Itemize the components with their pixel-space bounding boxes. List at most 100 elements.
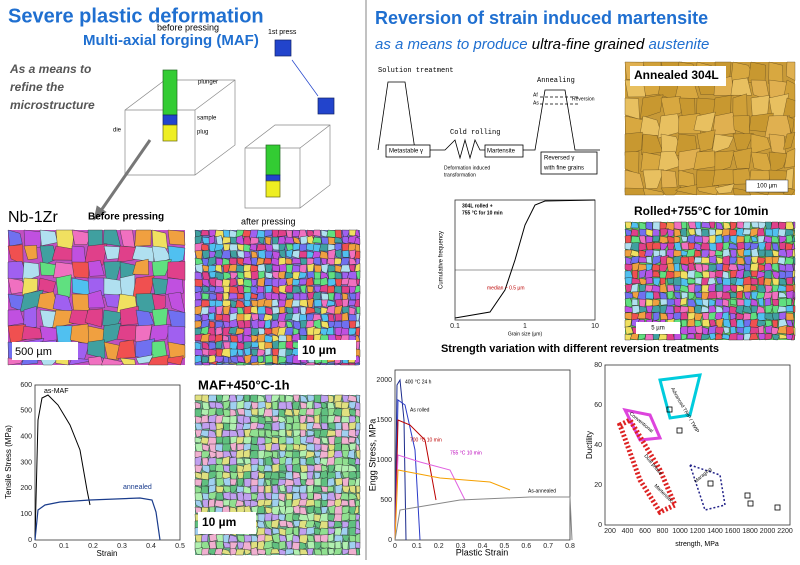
grain [354, 505, 359, 514]
grain [333, 415, 342, 423]
grain [291, 299, 301, 308]
grain [312, 485, 323, 494]
grain [228, 292, 238, 300]
section-title: Strength variation with different revers… [441, 343, 719, 355]
x-tick-label: 0.4 [478, 543, 488, 550]
grain [207, 457, 218, 466]
grain [271, 527, 280, 535]
grain [320, 229, 329, 238]
grain [229, 250, 238, 259]
grain [243, 499, 253, 509]
grain [708, 298, 716, 308]
grain [222, 436, 231, 445]
grain [750, 284, 757, 291]
curve-label: 400 °C 24 h [405, 379, 432, 385]
grain [166, 261, 186, 281]
grain [222, 534, 230, 544]
grain [714, 249, 724, 256]
grain [200, 306, 211, 316]
grain [222, 264, 231, 274]
grain [778, 235, 788, 244]
grain [764, 284, 773, 294]
grain [327, 541, 336, 550]
grain [341, 250, 350, 258]
grain [645, 277, 654, 285]
grain [194, 250, 203, 260]
grain [292, 548, 302, 556]
grain [679, 305, 689, 314]
grain [715, 326, 725, 336]
cumulative-chart: 0.1 1 10 [450, 323, 599, 330]
diagram-label: before pressing [157, 22, 219, 32]
grain [285, 292, 295, 300]
grain [694, 284, 702, 295]
grain [354, 250, 361, 260]
grain [215, 492, 225, 501]
grain [194, 455, 202, 467]
grain [264, 278, 274, 286]
plot-frame [34, 384, 181, 541]
grain [285, 401, 293, 410]
x-tick-label: 600 [639, 528, 651, 535]
sample-label: Nb-1Zr [8, 209, 58, 226]
grain [278, 306, 286, 314]
grain [680, 256, 690, 265]
grain [277, 229, 287, 237]
grain [306, 270, 316, 279]
grain [278, 548, 288, 556]
points [666, 406, 781, 511]
grain [786, 115, 795, 135]
grain [215, 428, 223, 439]
grain [236, 457, 245, 465]
grain [167, 229, 186, 246]
grain [285, 249, 294, 259]
grain [264, 415, 273, 422]
grain [757, 325, 765, 335]
grain [763, 291, 773, 300]
grain [743, 241, 753, 251]
x-tick-label: 0 [393, 543, 397, 550]
grain [714, 183, 735, 194]
grain [271, 292, 280, 301]
grain [228, 534, 238, 543]
plot-frame [454, 199, 596, 321]
grain [201, 422, 211, 430]
grain [242, 470, 251, 480]
grain [313, 306, 323, 314]
grain [194, 401, 201, 409]
grain [327, 394, 334, 404]
legend-text: 755 °C for 10 min [462, 210, 503, 216]
grain [278, 408, 286, 418]
grain [355, 547, 361, 556]
y-tick-label: 20 [594, 482, 602, 489]
grain [693, 150, 716, 171]
grain [200, 414, 209, 424]
grain [21, 277, 38, 296]
grain [235, 264, 245, 273]
grain [243, 354, 253, 365]
grain [23, 245, 38, 260]
grain [229, 478, 238, 486]
x-tick-label: 0.1 [59, 543, 69, 550]
grain [711, 133, 734, 154]
grain [355, 270, 361, 281]
x-tick-label: 400 [622, 528, 634, 535]
grain [320, 443, 329, 452]
grain [659, 235, 669, 245]
grain [271, 355, 279, 365]
scale-bar: 5 µm [651, 326, 664, 332]
grain [326, 429, 337, 437]
grain [732, 187, 752, 196]
grain [243, 250, 251, 259]
grain [771, 277, 780, 286]
grain [194, 285, 202, 293]
grain [236, 355, 246, 363]
grain [722, 326, 730, 334]
grain [348, 485, 356, 494]
x-tick-label: 0.2 [434, 543, 444, 550]
grain [666, 262, 676, 272]
x-tick-label: 0.8 [565, 543, 575, 550]
grain [264, 401, 272, 411]
grain [778, 242, 787, 250]
grain [783, 132, 796, 150]
